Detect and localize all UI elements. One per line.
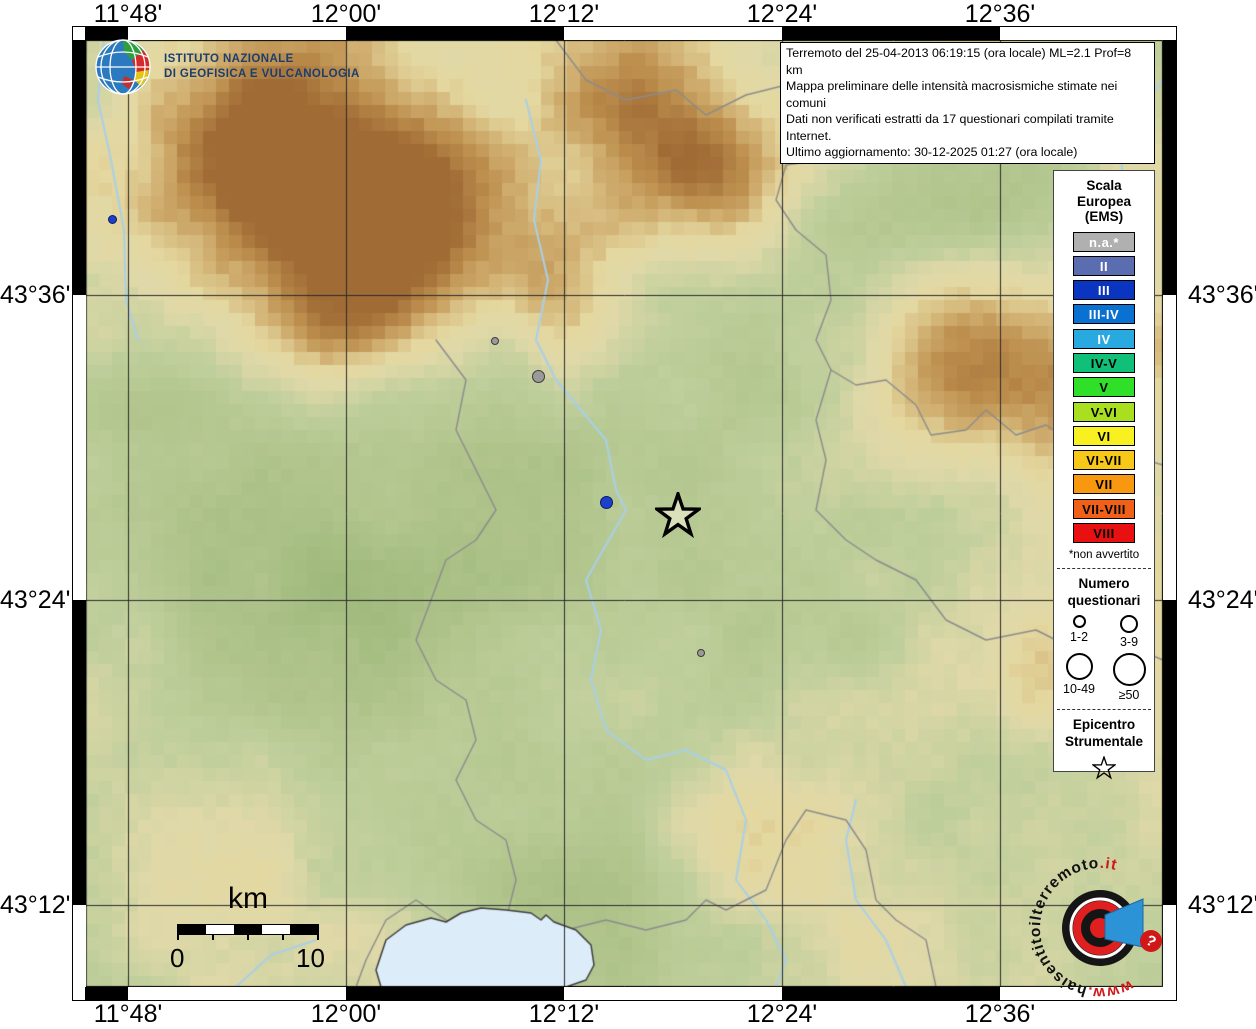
lat-axis-label: 43°24': [1188, 586, 1256, 614]
scale-end-label: 10: [296, 943, 325, 973]
frame-segment: [85, 987, 128, 1000]
info-line-data-source: Dati non verificati estratti da 17 quest…: [786, 112, 1114, 143]
questionnaire-circle-icon: [1072, 615, 1086, 629]
intensity-chip-iii-iv: III-IV: [1073, 304, 1135, 325]
intensity-chip-vi-vii: VI-VII: [1073, 450, 1135, 471]
lon-axis-label: 12°24': [746, 0, 818, 28]
lon-axis-label: 12°36': [964, 0, 1036, 28]
questionnaire-title-line2: questionari: [1067, 593, 1141, 609]
watermark-www: www.: [1085, 976, 1136, 1001]
intensity-chip-v-vi: V-VI: [1073, 401, 1135, 422]
scale-segment: [206, 925, 234, 934]
ingv-title-line1: ISTITUTO NAZIONALE: [164, 53, 294, 65]
questionnaire-size-classes: 1-2 3-9 10-49 ≥50: [1054, 615, 1154, 702]
info-line-map-type: Mappa preliminare delle intensità macros…: [786, 79, 1118, 110]
questionnaire-class: 3-9: [1104, 615, 1154, 649]
frame-segment: [73, 40, 86, 295]
intensity-scale: n.a.* II III III-IV IV IV-V V V-VI VI VI-VII VII VI…: [1054, 231, 1154, 544]
ingv-globe-icon: [95, 39, 151, 95]
questionnaire-circle-icon: [1065, 653, 1093, 681]
questionnaire-class: 1-2: [1054, 615, 1104, 649]
legend-divider: [1057, 709, 1151, 711]
questionnaire-class-label: ≥50: [1118, 688, 1140, 703]
frame-segment: [782, 987, 1000, 1000]
legend-panel: Scala Europea (EMS) n.a.* II III III-IV IV IV…: [1053, 170, 1155, 780]
scale-tick: [282, 934, 284, 940]
questionnaire-class-label: 10-49: [1063, 682, 1095, 697]
map-scale-bar: km 0 10: [170, 882, 326, 974]
scale-segment: [290, 925, 318, 934]
questionnaire-class-label: 1-2: [1069, 630, 1089, 645]
earthquake-info-box: Terremoto del 25-04-2013 06:19:15 (ora l…: [780, 42, 1155, 164]
ingv-title: ISTITUTO NAZIONALE DI GEOFISICA E VULCAN…: [164, 52, 360, 82]
legend-title-line3: (EMS): [1084, 209, 1124, 224]
lon-axis-label: 12°12': [528, 1000, 600, 1028]
ingv-logo: ISTITUTO NAZIONALE DI GEOFISICA E VULCAN…: [94, 38, 360, 96]
intensity-chip-viii: VIII: [1073, 523, 1135, 544]
intensity-chip-v: V: [1073, 377, 1135, 398]
lat-axis-label: 43°12': [1188, 891, 1256, 919]
scale-start-label: 0: [170, 943, 185, 973]
legend-title-line1: Scala: [1086, 178, 1122, 193]
questionnaire-class: ≥50: [1104, 653, 1154, 702]
lat-axis-label: 43°36': [0, 281, 71, 309]
scale-numbers: 0 10: [170, 943, 326, 973]
legend-divider: [1057, 568, 1151, 570]
intensity-chip-ii: II: [1073, 255, 1135, 276]
lat-axis-label: 43°12': [0, 891, 71, 919]
info-line-updated: Ultimo aggiornamento: 30-12-2025 01:27 (…: [786, 145, 1078, 159]
info-line-event: Terremoto del 25-04-2013 06:19:15 (ora l…: [786, 46, 1132, 77]
epicenter-legend-star-icon: [1091, 754, 1117, 780]
scale-bar-segments: [177, 924, 319, 940]
questionnaire-legend-title: Numero questionari: [1054, 575, 1154, 609]
lon-axis-label: 12°12': [528, 0, 600, 28]
legend-title-line2: Europea: [1076, 193, 1131, 209]
questionnaire-class-label: 3-9: [1119, 635, 1139, 650]
haisentito-bullseye-icon: ?: [1062, 890, 1162, 966]
scale-segment: [178, 925, 206, 934]
lon-axis-label: 11°48': [93, 0, 163, 28]
scale-segment: [234, 925, 262, 934]
ingv-title-line2: DI GEOFISICA E VULCANOLOGIA: [164, 68, 360, 80]
lon-axis-label: 12°24': [746, 1000, 818, 1028]
intensity-chip-vi: VI: [1073, 425, 1135, 446]
intensity-chip-iii: III: [1073, 280, 1135, 301]
frame-segment: [782, 27, 1000, 40]
lat-axis-label: 43°36': [1188, 281, 1256, 309]
intensity-chip-n-a-: n.a.*: [1073, 231, 1135, 252]
questionnaire-class: 10-49: [1054, 653, 1104, 702]
terrain-map: [86, 40, 1163, 987]
scale-unit-label: km: [228, 882, 268, 915]
frame-segment: [73, 600, 86, 905]
haisentito-logo: www.haisentitoilterremoto.it ?: [1027, 855, 1162, 1001]
intensity-chip-vii-viii: VII-VIII: [1073, 498, 1135, 519]
epicenter-legend-title: Epicentro Strumentale: [1054, 716, 1154, 750]
lon-axis-label: 12°36': [964, 1000, 1036, 1028]
lon-axis-label: 11°48': [93, 1000, 163, 1028]
epicenter-title-line2: Strumentale: [1064, 734, 1144, 750]
questionnaire-title-line1: Numero: [1078, 576, 1130, 592]
frame-segment: [85, 27, 128, 40]
frame-segment: [346, 27, 564, 40]
epicenter-title-line1: Epicentro: [1072, 717, 1136, 733]
scale-tick: [317, 934, 319, 940]
frame-segment: [1163, 600, 1176, 905]
frame-segment: [1163, 40, 1176, 295]
lon-axis-label: 12°00': [310, 0, 382, 28]
scale-tick: [177, 934, 179, 940]
intensity-chip-iv-v: IV-V: [1073, 352, 1135, 373]
lon-axis-label: 12°00': [310, 1000, 382, 1028]
legend-title: Scala Europea (EMS): [1054, 178, 1154, 225]
scale-segment: [262, 925, 290, 934]
questionnaire-circle-icon: [1120, 615, 1138, 634]
intensity-chip-vii: VII: [1073, 474, 1135, 495]
scale-tick: [247, 934, 249, 940]
intensity-chip-iv: IV: [1073, 328, 1135, 349]
lat-axis-label: 43°24': [0, 586, 71, 614]
questionnaire-circle-icon: [1112, 653, 1146, 687]
watermark-tld: .it: [1099, 855, 1119, 874]
frame-segment: [346, 987, 564, 1000]
legend-footnote: *non avvertito: [1068, 549, 1140, 562]
scale-tick: [212, 934, 214, 940]
